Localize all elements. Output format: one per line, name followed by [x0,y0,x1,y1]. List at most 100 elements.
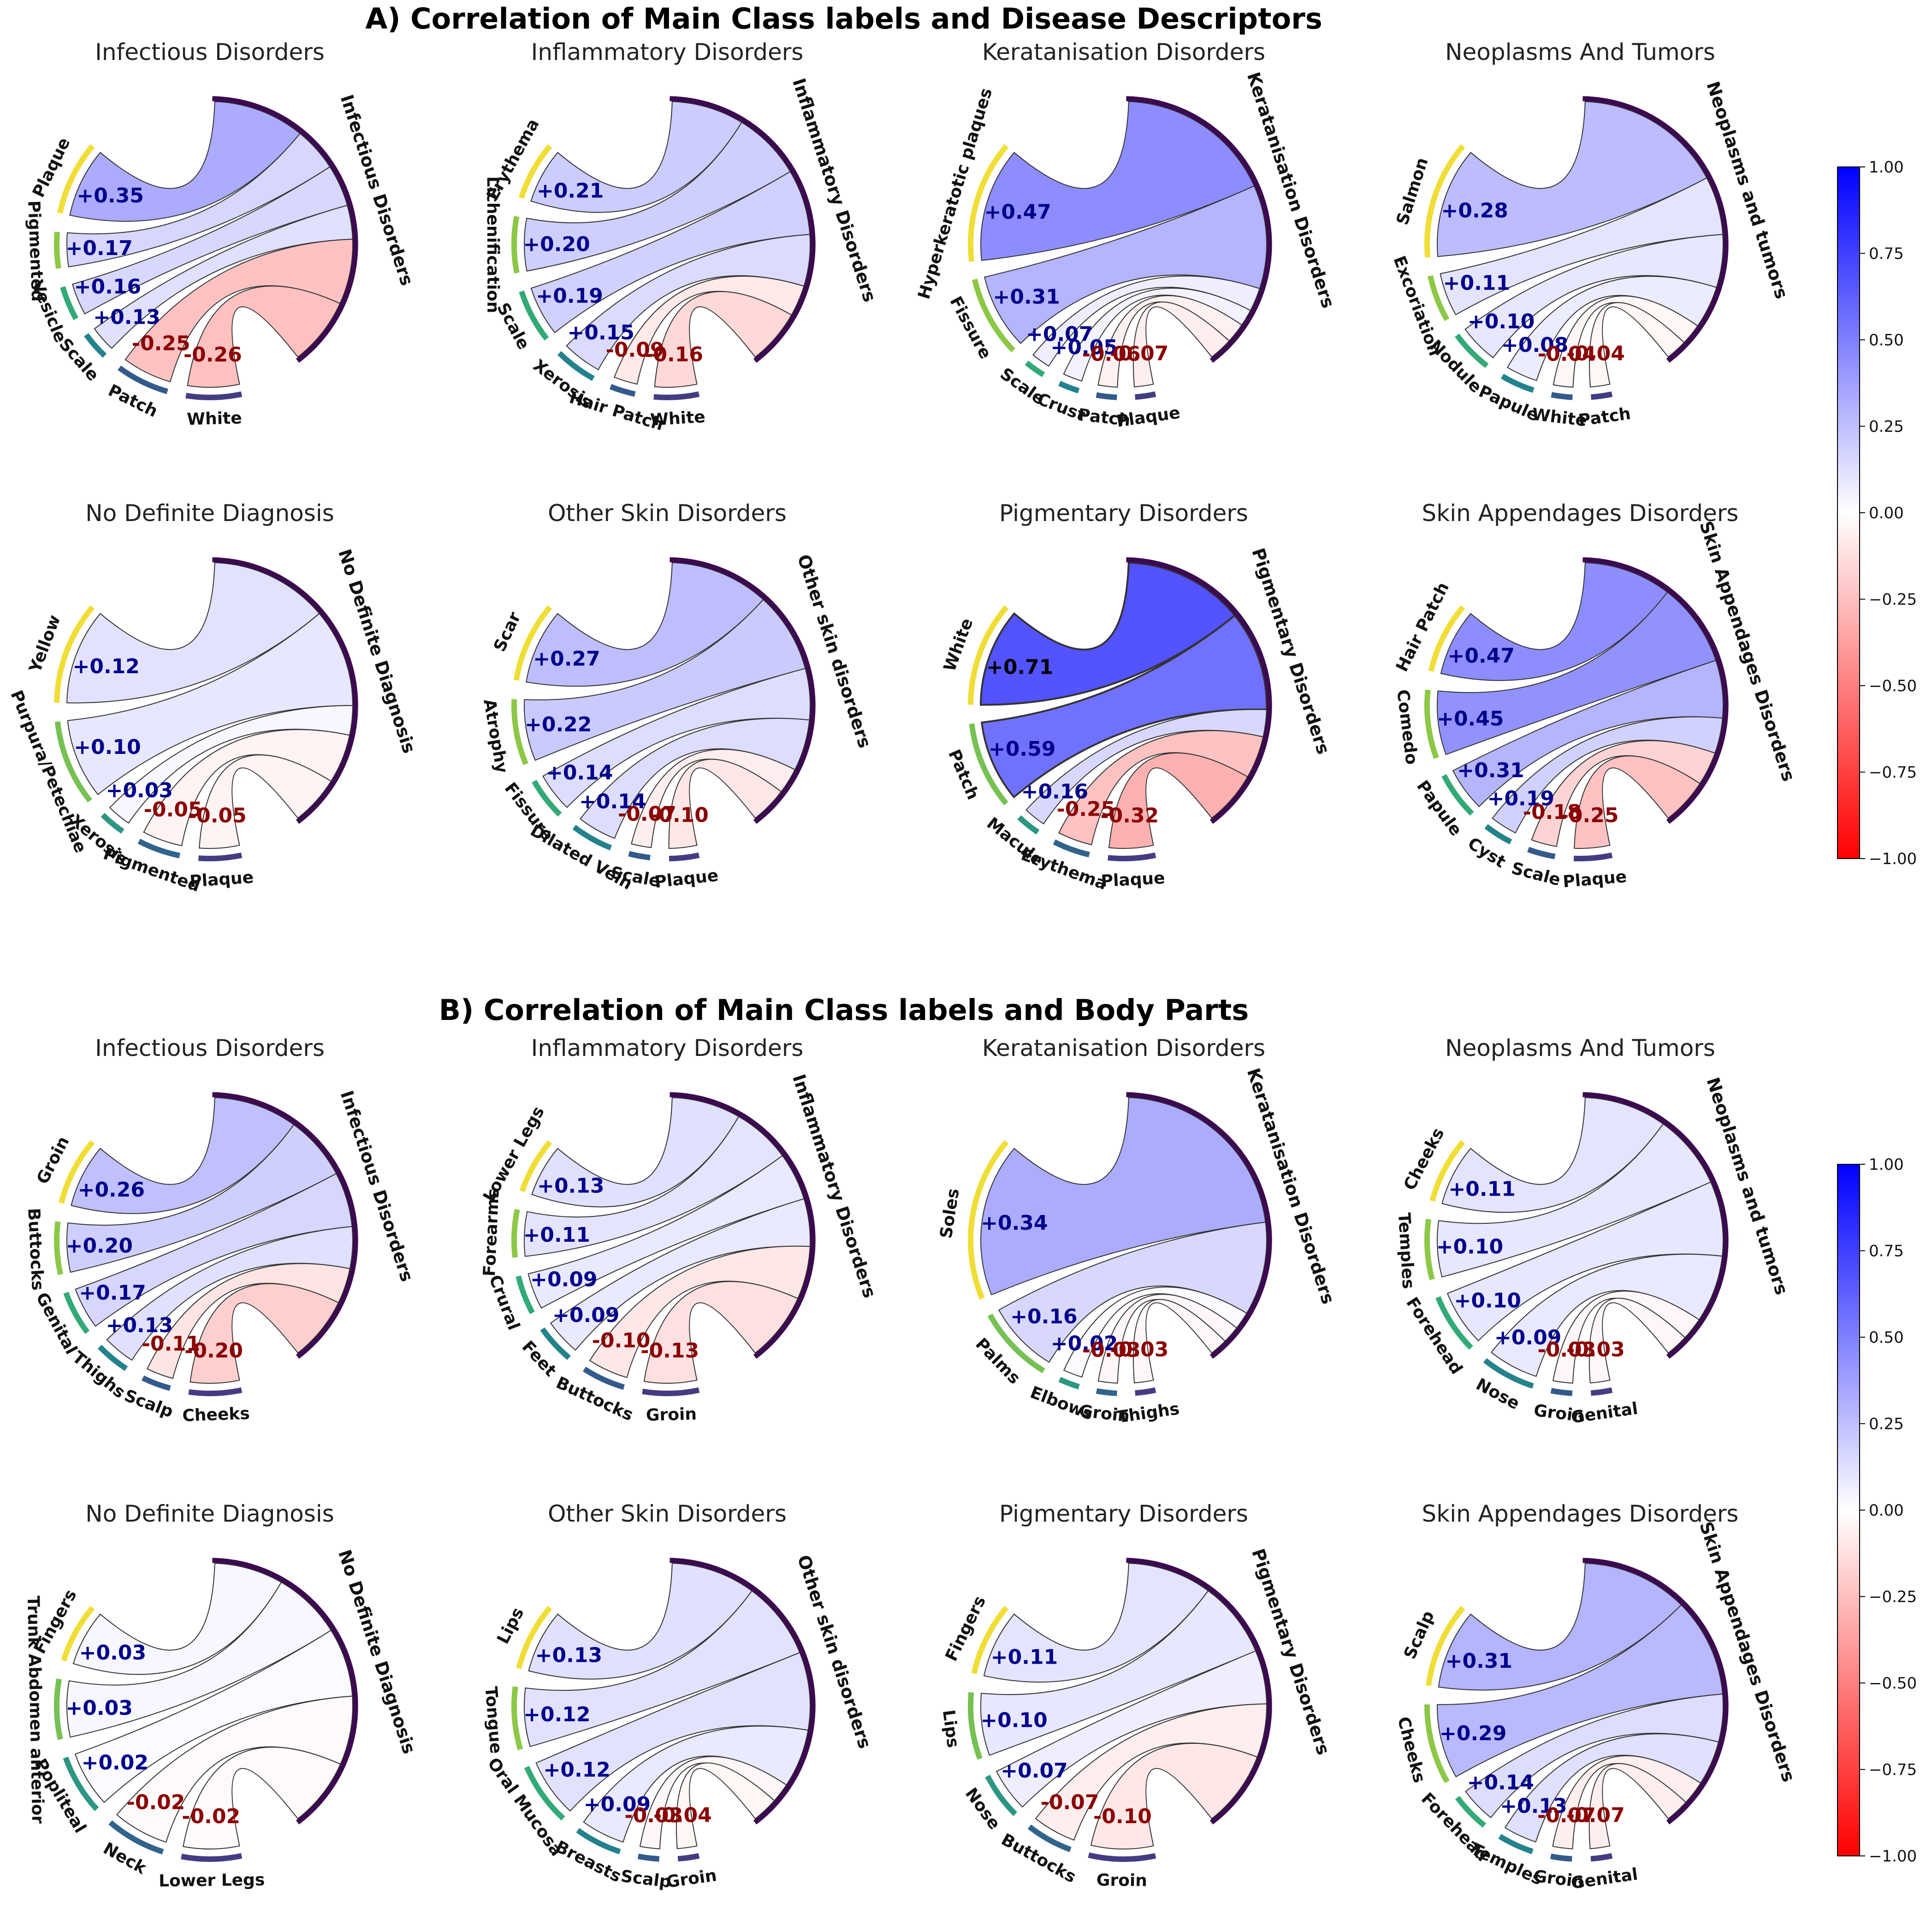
item-value: -0.07 [1566,1804,1625,1827]
item-genital: Genital -0.07 [1566,1804,1639,1893]
chord-ribbons [524,1097,811,1384]
item-arc [642,1387,700,1396]
item-arc [101,812,124,834]
colorbar-tick-label: −1.00 [1869,1847,1917,1866]
chord-comedo [1437,591,1717,755]
item-value: +0.14 [1467,1771,1534,1795]
item-value: +0.09 [552,1304,619,1327]
panel-title: Infectious Disorders [95,39,325,65]
item-label: Thighs [1116,1399,1181,1427]
chord-genital [1588,1763,1687,1849]
colorbar-tick-label: 0.50 [1869,1328,1904,1347]
item-label: Lips [493,1605,527,1647]
item-value: -0.07 [1110,342,1168,366]
item-value: +0.11 [1443,272,1510,295]
item-groin: Groin-0.03 [1533,1338,1596,1426]
item-value: -0.25 [132,332,190,355]
chord-plaque [1108,753,1249,849]
panel-title: Skin Appendages Disorders [1422,500,1739,527]
item-label: Thighs [69,1348,129,1402]
chord-tongue [524,1590,800,1748]
item-plaque: Plaque -0.07 [1110,342,1181,431]
item-value: +0.12 [523,1703,590,1726]
panel-title: Skin Appendages Disorders [1422,1500,1739,1527]
item-fingers: Fingers+0.03 [30,1587,146,1665]
colorbar-tick-label: 0.25 [1869,418,1904,436]
item-patch: Patch-0.06 [1077,343,1141,430]
item-label: Genital [1570,1399,1639,1427]
item-arc [968,1140,1009,1300]
item-arc [1053,839,1090,858]
colorbar-b: 1.00 0.75 0.50 0.25 0.00 −0.25 −0.50 −0.75 −1.00 [1837,1156,1917,1866]
chord-ribbons [66,1097,353,1384]
item-label: Cheeks [182,1404,250,1425]
item-value: +0.10 [1454,1289,1521,1312]
item-value: +0.31 [993,285,1060,309]
item-value: +0.34 [981,1211,1048,1235]
item-arc [1498,1834,1534,1855]
colorbar-tick-label: 1.00 [1869,158,1904,177]
item-arc [511,699,528,765]
item-comedo: Comedo +0.45 [1393,688,1504,765]
main-class-arc [670,557,816,824]
item-arc [518,144,552,199]
item-arc [516,1275,535,1315]
section-a-title: A) Correlation of Main Class labels and … [365,2,1322,36]
panel-title: No Definite Diagnosis [85,500,334,527]
item-value: +0.45 [1437,707,1504,731]
colorbar-tick-label: 1.00 [1869,1156,1904,1174]
chord-cheeks [190,1283,339,1384]
chord-genital [1588,1298,1686,1384]
chord-ribbons [979,562,1268,849]
item-white: White -0.26 [184,343,243,429]
chord-purpura-petechiae [67,613,354,795]
item-arc [519,290,549,341]
item-value: -0.10 [650,804,709,827]
item-arc [1088,1852,1156,1862]
colorbar-tick-label: −1.00 [1869,850,1917,868]
colorbar-tick-label: 0.00 [1869,1501,1904,1520]
item-neck: Neck-0.02 [100,1791,185,1879]
item-arc [511,1686,523,1750]
item-value: -0.04 [1538,342,1596,366]
item-label: Temples [1394,1212,1418,1290]
item-label: Nodule [1426,337,1485,397]
item-arc [1550,1853,1572,1862]
item-label: Buttocks [998,1830,1079,1887]
chord-groin [643,1281,799,1384]
chord-panels: Infectious Disorders Infectious Disorders… [6,39,1799,1893]
item-value: -0.18 [1523,800,1582,824]
item-label: Scalp [620,1867,672,1892]
item-label: Yellow [25,612,64,676]
item-value: +0.09 [530,1268,597,1292]
main-class-arc [212,1092,358,1359]
item-value: -0.03 [1537,1338,1596,1362]
item-arc [54,605,95,703]
item-label: Buttocks [24,1208,47,1291]
item-value: -0.16 [645,343,703,367]
item-arc [637,1853,660,1862]
item-value: -0.02 [127,1791,185,1814]
chord-ribbons [524,101,811,388]
item-value: +0.12 [543,1758,610,1782]
chord-salmon [1436,101,1707,257]
item-value: +0.11 [523,1223,590,1247]
item-arc [971,1606,1009,1674]
main-class-arc [1582,557,1729,824]
item-label: White [650,408,706,430]
item-label: Fissure [946,293,995,362]
item-value: -0.07 [618,802,676,826]
item-value: +0.31 [1457,759,1524,782]
item-value: -0.11 [142,1332,201,1356]
item-arc [519,1140,552,1192]
item-hair-patch: Hair Patch+0.47 [1393,579,1515,675]
item-arc [511,216,520,274]
main-class-arc [1582,1558,1729,1825]
chord-fissure [984,185,1267,344]
